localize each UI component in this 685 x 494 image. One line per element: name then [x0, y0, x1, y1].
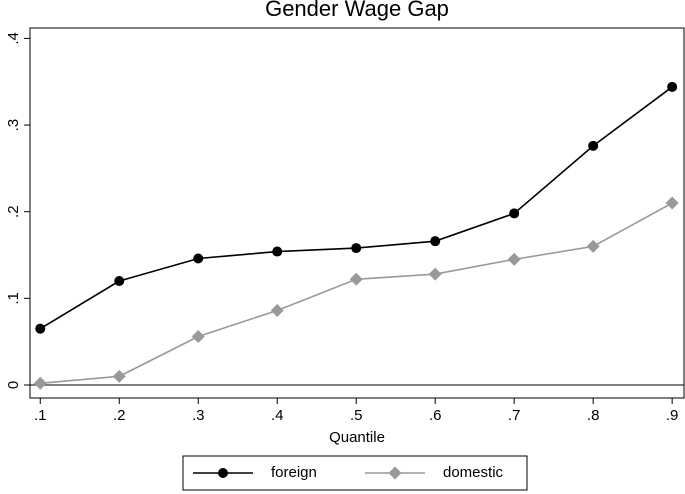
data-point — [509, 208, 520, 219]
data-point — [272, 246, 283, 257]
x-tick-label: .7 — [508, 407, 521, 424]
data-point — [270, 303, 284, 317]
data-point — [586, 239, 600, 253]
data-point — [428, 267, 442, 281]
data-point — [430, 236, 441, 247]
x-tick-label: .8 — [587, 407, 600, 424]
data-point — [35, 323, 46, 334]
data-point — [349, 272, 363, 286]
y-tick-label: 0 — [5, 381, 22, 389]
data-point — [507, 252, 521, 266]
data-point — [667, 81, 678, 92]
legend-marker — [218, 468, 228, 478]
data-point — [33, 376, 47, 390]
data-point — [114, 276, 125, 287]
data-point — [588, 140, 599, 151]
x-tick-label: .4 — [271, 407, 284, 424]
plot-frame — [29, 27, 685, 399]
series-line — [39, 86, 673, 330]
legend-label: domestic — [443, 464, 504, 481]
data-point — [351, 243, 362, 254]
y-tick-label: .4 — [5, 32, 22, 45]
x-tick-label: .5 — [350, 407, 363, 424]
y-tick-label: .3 — [5, 119, 22, 132]
data-point — [191, 329, 205, 343]
data-point — [193, 253, 204, 264]
x-axis-title: Quantile — [329, 429, 385, 446]
x-tick-label: .3 — [192, 407, 205, 424]
y-tick-label: .2 — [5, 205, 22, 218]
y-tick-label: .1 — [5, 292, 22, 305]
data-point — [112, 369, 126, 383]
series-line — [40, 202, 673, 385]
legend-label: foreign — [271, 464, 317, 481]
x-tick-label: .6 — [429, 407, 442, 424]
chart-title: Gender Wage Gap — [265, 0, 449, 21]
data-point — [665, 196, 679, 210]
x-tick-label: .1 — [34, 407, 47, 424]
legend-marker — [388, 466, 402, 480]
x-tick-label: .2 — [113, 407, 126, 424]
x-tick-label: .9 — [666, 407, 679, 424]
